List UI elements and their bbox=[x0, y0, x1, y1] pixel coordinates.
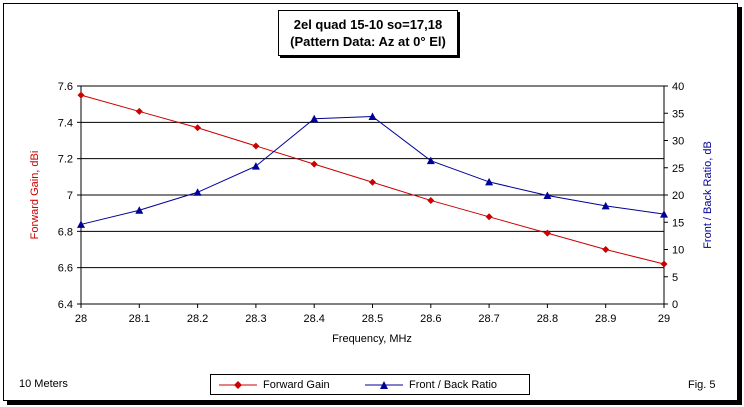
right-tick-label: 35 bbox=[672, 108, 684, 120]
left-tick-label: 7.4 bbox=[58, 117, 73, 129]
left-tick-label: 6.8 bbox=[58, 226, 73, 238]
right-tick-label: 40 bbox=[672, 81, 684, 93]
x-tick-label: 28 bbox=[75, 313, 87, 325]
right-tick-label: 20 bbox=[672, 190, 684, 202]
x-tick-label: 29 bbox=[658, 313, 670, 325]
left-tick-label: 6.4 bbox=[58, 299, 73, 311]
series-line-front-back-ratio bbox=[80, 116, 665, 225]
x-tick-label: 28.7 bbox=[478, 313, 499, 325]
data-point-forward-gain bbox=[427, 196, 435, 204]
data-point-forward-gain bbox=[602, 246, 610, 253]
right-tick-label: 10 bbox=[672, 245, 684, 257]
data-point-forward-gain bbox=[77, 91, 85, 99]
data-point-front-back-ratio bbox=[135, 206, 144, 214]
data-point-front-back-ratio bbox=[601, 201, 610, 210]
x-tick-label: 28.2 bbox=[187, 313, 208, 325]
y-axis-label-right: Front / Back Ratio, dB bbox=[702, 141, 714, 249]
data-point-front-back-ratio bbox=[77, 220, 85, 228]
data-point-front-back-ratio bbox=[251, 162, 260, 170]
right-tick-label: 30 bbox=[672, 136, 684, 148]
figure-number: Fig. 5 bbox=[688, 379, 716, 391]
left-tick-label: 7 bbox=[67, 190, 73, 202]
legend-label-front-back-ratio: Front / Back Ratio bbox=[409, 378, 498, 391]
data-point-front-back-ratio bbox=[660, 210, 668, 218]
data-point-forward-gain bbox=[252, 142, 260, 150]
left-tick-label: 7.6 bbox=[58, 81, 73, 93]
data-point-forward-gain bbox=[310, 160, 318, 168]
legend-swatch-forward-gain bbox=[219, 380, 257, 389]
data-point-forward-gain bbox=[543, 229, 551, 237]
y-axis-label-left: Forward Gain, dBi bbox=[29, 151, 41, 240]
data-point-forward-gain bbox=[485, 213, 493, 221]
chart-subtitle: (Pattern Data: Az at 0° El) bbox=[290, 34, 446, 49]
data-point-front-back-ratio bbox=[485, 177, 494, 186]
left-tick-label: 7.2 bbox=[58, 154, 73, 166]
data-point-front-back-ratio bbox=[543, 191, 552, 200]
band-note: 10 Meters bbox=[19, 378, 68, 390]
data-point-front-back-ratio bbox=[368, 112, 377, 121]
left-tick-label: 6.6 bbox=[58, 263, 73, 275]
data-point-forward-gain bbox=[660, 260, 668, 268]
x-tick-label: 28.8 bbox=[537, 313, 558, 325]
x-tick-label: 28.3 bbox=[245, 313, 266, 325]
right-tick-label: 15 bbox=[672, 217, 684, 229]
chart-frame bbox=[3, 3, 738, 401]
x-axis-label: Frequency, MHz bbox=[332, 333, 412, 345]
data-point-front-back-ratio bbox=[193, 188, 202, 196]
data-point-forward-gain bbox=[135, 107, 143, 115]
data-point-front-back-ratio bbox=[310, 114, 319, 123]
chart-title-box: 2el quad 15-10 so=17,18 (Pattern Data: A… bbox=[278, 10, 458, 56]
right-tick-label: 25 bbox=[672, 163, 684, 175]
x-tick-label: 28.9 bbox=[595, 313, 616, 325]
right-tick-label: 5 bbox=[672, 272, 678, 284]
data-point-forward-gain bbox=[194, 124, 202, 132]
legend-item-front-back-ratio: Front / Back Ratio bbox=[363, 375, 497, 394]
legend-label-forward-gain: Forward Gain bbox=[263, 378, 330, 391]
legend-swatch-front-back-ratio bbox=[365, 380, 403, 389]
x-tick-label: 28.5 bbox=[362, 313, 383, 325]
x-tick-label: 28.4 bbox=[303, 313, 324, 325]
data-point-forward-gain bbox=[369, 178, 376, 186]
x-tick-label: 28.1 bbox=[129, 313, 150, 325]
right-tick-label: 0 bbox=[672, 299, 678, 311]
data-point-front-back-ratio bbox=[426, 156, 435, 165]
chart-title: 2el quad 15-10 so=17,18 bbox=[293, 17, 443, 32]
legend: Forward Gain Front / Back Ratio bbox=[210, 374, 530, 395]
x-tick-label: 28.6 bbox=[420, 313, 441, 325]
legend-item-forward-gain: Forward Gain bbox=[217, 375, 330, 394]
